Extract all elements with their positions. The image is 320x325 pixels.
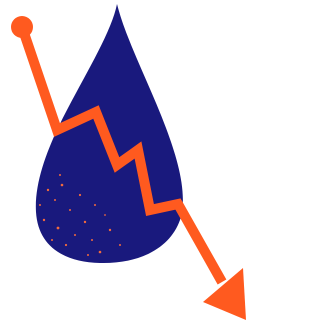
illustration [0, 0, 247, 325]
arrow-start [11, 16, 33, 38]
page [0, 0, 247, 325]
arrow-head [203, 268, 246, 320]
